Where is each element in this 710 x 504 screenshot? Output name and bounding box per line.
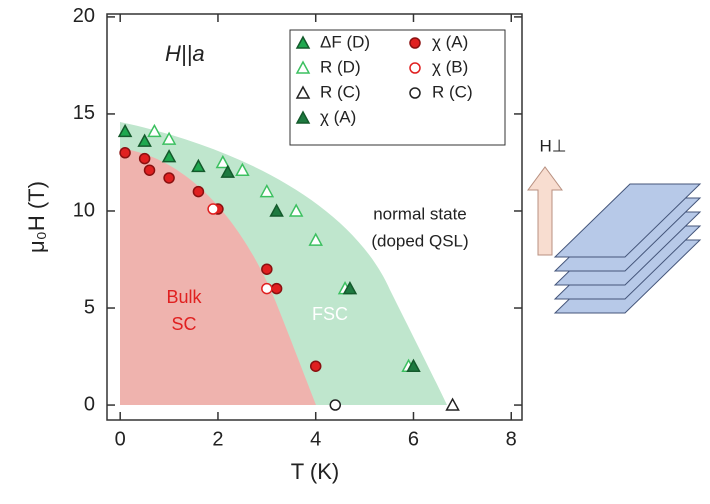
marker <box>259 184 275 198</box>
marker <box>261 263 273 275</box>
legend-label: χ (A) <box>432 32 468 51</box>
legend-label: ΔF (D) <box>320 32 370 51</box>
annotation: H⊥ <box>539 136 566 155</box>
legend-marker <box>409 37 421 49</box>
layers <box>553 183 702 314</box>
marker <box>161 149 177 163</box>
field-arrow <box>527 166 563 256</box>
marker <box>161 131 177 145</box>
legend-label: R (C) <box>320 82 361 101</box>
marker <box>329 399 342 411</box>
marker <box>192 185 205 198</box>
annotation: normal state <box>373 204 467 223</box>
marker <box>117 123 133 138</box>
annotation: (doped QSL) <box>371 231 468 250</box>
marker <box>235 162 250 176</box>
marker <box>309 360 322 372</box>
marker <box>406 358 421 372</box>
legend-marker <box>409 62 421 74</box>
marker <box>445 397 460 411</box>
marker <box>220 164 235 178</box>
marker <box>207 203 219 215</box>
y-axis-label: μ₀H (T) <box>24 181 49 253</box>
marker <box>163 172 175 184</box>
x-tick-label: 2 <box>212 428 223 450</box>
x-tick-label: 0 <box>115 428 126 450</box>
marker <box>147 123 162 138</box>
legend-label: R (C) <box>432 82 473 101</box>
legend-marker <box>295 60 311 74</box>
annotation: Bulk <box>166 287 202 307</box>
y-tick-label: 20 <box>73 5 95 27</box>
plot-frame <box>106 13 523 421</box>
marker <box>288 203 304 217</box>
marker <box>308 232 323 246</box>
x-tick-label: 4 <box>310 428 321 450</box>
legend-marker <box>295 35 311 49</box>
marker <box>269 203 284 217</box>
marker <box>137 133 152 147</box>
legend-marker <box>295 85 311 99</box>
y-tick-label: 0 <box>84 393 95 415</box>
marker <box>138 152 151 165</box>
y-tick-label: 15 <box>73 102 95 124</box>
marker <box>270 282 283 295</box>
legend-label: χ (A) <box>320 107 356 126</box>
y-tick-label: 10 <box>73 199 95 221</box>
legend-box <box>289 29 506 146</box>
annotation: SC <box>171 314 196 334</box>
x-tick-label: 6 <box>408 428 419 450</box>
bulk-sc-region <box>120 148 316 405</box>
legend-marker <box>409 87 421 99</box>
legend-label: R (D) <box>320 57 361 76</box>
marker <box>191 158 206 173</box>
y-tick-label: 5 <box>84 296 95 318</box>
legend-marker <box>295 110 311 124</box>
legend-label: χ (B) <box>432 57 468 76</box>
marker <box>119 147 131 159</box>
marker <box>215 154 231 169</box>
marker <box>342 281 358 295</box>
x-tick-label: 8 <box>506 428 517 450</box>
x-axis-label: T (K) <box>291 459 339 484</box>
annotation: FSC <box>312 304 348 324</box>
marker <box>143 164 156 176</box>
marker <box>261 282 273 295</box>
annotation: H||a <box>165 41 205 66</box>
